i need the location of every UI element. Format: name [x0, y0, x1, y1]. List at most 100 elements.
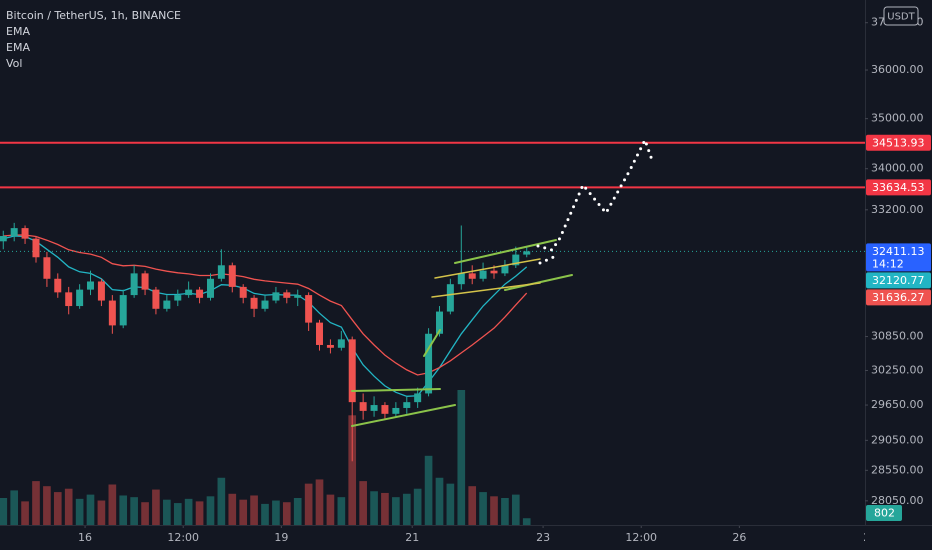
volume-bar: [337, 497, 346, 525]
candle-body: [163, 300, 171, 309]
candle-body: [337, 339, 345, 348]
volume-label-box: [866, 505, 902, 521]
candle-body: [381, 405, 389, 414]
y-tick-label: 35000.00: [871, 112, 924, 125]
volume-bar: [468, 486, 477, 525]
projection-path: [536, 136, 654, 252]
volume-bar: [272, 500, 280, 525]
candle-body: [0, 236, 7, 242]
last-price-label-box: [866, 243, 931, 272]
y-tick-label: 30250.00: [871, 363, 924, 376]
candle-body: [326, 344, 334, 348]
currency-box: [883, 6, 919, 26]
y-tick-label: 28050.00: [871, 494, 924, 507]
candle-body: [152, 289, 160, 309]
volume-bar: [32, 481, 40, 525]
x-tick-label: 16: [78, 531, 92, 544]
x-tick-label: 26: [732, 531, 746, 544]
volume-bar: [0, 498, 8, 525]
volume-label: 802: [874, 507, 895, 520]
candle-body: [305, 295, 313, 323]
candle-body: [228, 265, 236, 287]
candle-body: [32, 238, 40, 258]
candle-body: [239, 286, 247, 298]
volume-bar: [217, 477, 226, 525]
candle-body: [414, 393, 422, 403]
channel-line: [434, 258, 541, 279]
volume-bar: [152, 489, 160, 525]
y-tick-label: 29050.00: [871, 433, 924, 446]
volume-bar: [195, 501, 204, 525]
volume-bar: [261, 503, 269, 525]
x-tick-label: 12:00: [167, 531, 199, 544]
level-label: 33634.53: [872, 181, 925, 194]
volume-bar: [402, 493, 411, 525]
volume-bar: [359, 481, 367, 525]
candle-body: [130, 273, 138, 296]
trend-line: [351, 388, 441, 392]
volume-bar: [501, 498, 509, 525]
candle-body: [392, 407, 400, 414]
legend-title: Bitcoin / TetherUS, 1h, BINANCE: [6, 9, 181, 22]
channel-line: [431, 282, 541, 298]
volume-bar: [315, 479, 324, 525]
volume-bar: [64, 488, 73, 525]
candle-body: [425, 333, 433, 394]
candle-body: [21, 228, 29, 239]
volume-bar: [108, 484, 117, 525]
volume-bar: [435, 477, 444, 525]
y-tick-label: 36000.00: [871, 63, 924, 76]
x-tick-label: 12:00: [625, 531, 657, 544]
candle-body: [523, 251, 531, 255]
candle-body: [185, 289, 193, 296]
volume-bar: [75, 498, 84, 525]
candle-body: [86, 281, 94, 290]
volume-bar: [490, 496, 498, 525]
countdown-label: 14:12: [872, 257, 904, 270]
volume-bar: [239, 499, 248, 525]
x-tick-label: 19: [274, 531, 288, 544]
currency-label: USDT: [887, 12, 915, 23]
level-label: 34513.93: [872, 136, 925, 149]
candle-body: [97, 281, 105, 301]
y-tick-label: 33200.00: [871, 203, 924, 216]
volume-bar: [348, 415, 357, 525]
volume-bar: [141, 502, 149, 525]
volume-bar: [163, 499, 171, 525]
volume-bar: [293, 498, 302, 525]
trend-line: [454, 239, 557, 264]
y-tick-label: 34000.00: [871, 162, 924, 175]
candle-body: [54, 278, 62, 293]
legend-entry: EMA: [6, 41, 30, 54]
candle-body: [196, 289, 204, 298]
volume-bar: [97, 500, 106, 525]
candle-body: [76, 289, 84, 307]
ema-label: 32120.77: [872, 274, 925, 287]
candle-body: [108, 300, 116, 326]
candle-body: [283, 292, 291, 298]
volume-bar: [228, 493, 237, 525]
volume-bar: [10, 490, 19, 525]
level-label-box: [866, 179, 931, 196]
candle-body: [490, 270, 498, 274]
candle-body: [217, 265, 225, 279]
ema-line: [3, 234, 528, 376]
x-tick-label: 21: [405, 531, 419, 544]
candle-body: [479, 270, 487, 279]
volume-bar: [43, 486, 51, 525]
candle-body: [43, 257, 51, 279]
volume-bar: [53, 492, 62, 525]
candle-body: [10, 228, 18, 237]
candle-body: [65, 292, 73, 307]
projection-path: [538, 254, 558, 265]
candle-body: [141, 273, 149, 290]
candle-body: [370, 405, 378, 411]
legend: Bitcoin / TetherUS, 1h, BINANCE EMA EMA …: [6, 9, 181, 70]
volume-bar: [130, 497, 138, 525]
candle-body: [348, 339, 356, 403]
trend-line: [423, 329, 441, 357]
